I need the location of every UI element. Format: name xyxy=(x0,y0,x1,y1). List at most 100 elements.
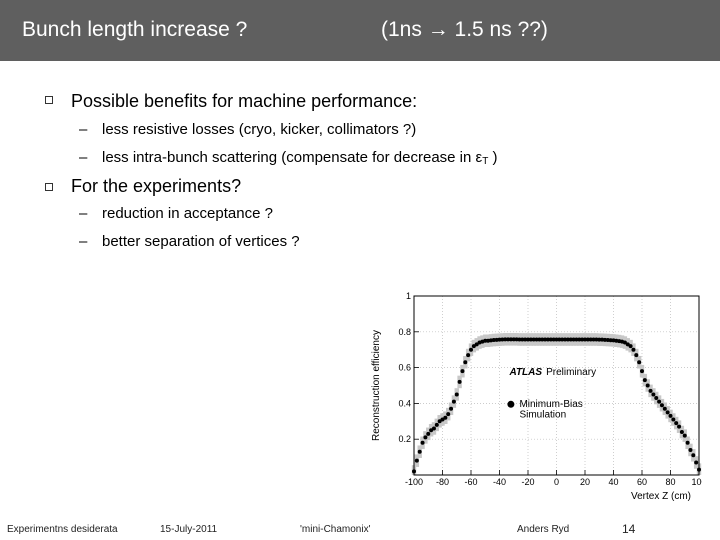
data-point xyxy=(508,337,513,342)
data-point xyxy=(554,337,559,342)
data-point xyxy=(585,337,590,342)
data-point xyxy=(563,337,568,342)
data-point xyxy=(514,337,519,342)
data-point xyxy=(679,430,684,435)
footer-date: 15-July-2011 xyxy=(160,524,218,535)
chart-points xyxy=(412,337,701,474)
data-point xyxy=(577,337,582,342)
x-tick-label: -80 xyxy=(436,477,449,487)
x-tick-label: 40 xyxy=(608,477,618,487)
chart-xlabel: Vertex Z (cm) xyxy=(631,491,691,502)
chart-ticks: -100 -80 -60 -40 -20 0 20 40 60 80 100 0.2 0.4 0.6 0.8… xyxy=(398,291,702,487)
chart-gridlines xyxy=(413,295,700,475)
data-point xyxy=(571,337,576,342)
subitem-2-prefix: less intra-bunch scattering (compensate … xyxy=(102,149,476,166)
legend-line-2: Simulation xyxy=(519,410,566,421)
data-point xyxy=(625,342,630,347)
data-point xyxy=(685,440,690,445)
y-tick-label: 0.2 xyxy=(398,434,411,444)
data-point xyxy=(659,403,664,408)
y-tick-label: 0.6 xyxy=(398,363,411,373)
data-point xyxy=(671,417,676,422)
x-tick-label: -40 xyxy=(493,477,506,487)
data-point xyxy=(602,337,607,342)
data-point xyxy=(668,413,673,418)
data-point xyxy=(548,337,553,342)
data-point xyxy=(457,379,462,384)
y-tick-label: 1 xyxy=(406,291,411,301)
data-point xyxy=(642,378,647,383)
data-point xyxy=(414,458,419,463)
data-point xyxy=(697,467,701,472)
sub-marker: – xyxy=(79,121,88,138)
data-point xyxy=(605,338,610,343)
legend-line-1: Minimum-Bias xyxy=(519,399,582,410)
data-point xyxy=(540,337,545,342)
data-point xyxy=(437,419,442,424)
data-point xyxy=(426,431,431,436)
data-point xyxy=(662,406,667,411)
efficiency-chart: -100 -80 -60 -40 -20 0 20 40 60 80 100 0.2 0.4 0.6 0.8… xyxy=(371,291,702,502)
x-tick-label: -60 xyxy=(464,477,477,487)
data-point xyxy=(560,337,565,342)
legend-marker-icon xyxy=(507,400,515,408)
data-point xyxy=(600,337,605,342)
data-point xyxy=(469,347,473,352)
data-point xyxy=(588,337,593,342)
data-point xyxy=(483,338,488,343)
x-tick-label: 60 xyxy=(637,477,647,487)
data-point xyxy=(648,388,653,393)
title-right-post: 1.5 ns ??) xyxy=(448,18,548,41)
data-point xyxy=(497,337,502,342)
slide-title: Bunch length increase ? xyxy=(22,18,248,41)
page-number: 14 xyxy=(622,522,636,536)
annotation-rest: Preliminary xyxy=(546,367,596,378)
sub-marker: – xyxy=(79,205,88,222)
x-tick-label: 100 xyxy=(691,477,702,487)
data-point xyxy=(517,337,522,342)
data-point xyxy=(691,453,696,458)
data-point xyxy=(537,337,542,342)
chart-ylabel: Reconstruction efficiency xyxy=(371,330,382,441)
bullet-1-text: Possible benefits for machine performanc… xyxy=(71,91,418,111)
data-point xyxy=(545,337,550,342)
data-point xyxy=(451,399,456,404)
data-point xyxy=(528,337,533,342)
bullet-1-subitem-1: less resistive losses (cryo, kicker, col… xyxy=(102,121,417,138)
data-point xyxy=(534,337,539,342)
data-point xyxy=(574,337,579,342)
data-point xyxy=(654,396,659,401)
data-point xyxy=(688,447,693,452)
x-tick-label: 80 xyxy=(665,477,675,487)
data-point xyxy=(494,337,499,342)
checkbox-bullet-icon xyxy=(45,183,53,191)
data-point xyxy=(474,342,479,347)
epsilon-symbol: ε xyxy=(475,149,483,166)
data-point xyxy=(440,417,445,422)
data-point xyxy=(449,406,454,411)
data-point xyxy=(463,360,468,365)
data-point xyxy=(677,424,682,429)
data-point xyxy=(557,337,562,342)
data-point xyxy=(665,410,670,415)
data-point xyxy=(657,399,662,404)
data-point xyxy=(446,412,451,417)
x-tick-label: 0 xyxy=(554,477,559,487)
data-point xyxy=(412,469,416,474)
data-point xyxy=(443,415,448,420)
checkbox-bullet-icon xyxy=(45,96,53,104)
footer-event: 'mini-Chamonix' xyxy=(300,524,371,535)
subitem-2-suffix: ) xyxy=(488,149,498,166)
data-point xyxy=(637,360,642,365)
sub-marker: – xyxy=(79,149,88,166)
data-point xyxy=(500,337,505,342)
data-point xyxy=(645,383,650,388)
data-point xyxy=(674,421,679,426)
data-point xyxy=(531,337,536,342)
sub-marker: – xyxy=(79,233,88,250)
x-tick-label: -20 xyxy=(521,477,534,487)
bullet-2-text: For the experiments? xyxy=(71,176,242,196)
data-point xyxy=(511,337,516,342)
data-point xyxy=(640,369,644,374)
data-point xyxy=(682,433,687,438)
